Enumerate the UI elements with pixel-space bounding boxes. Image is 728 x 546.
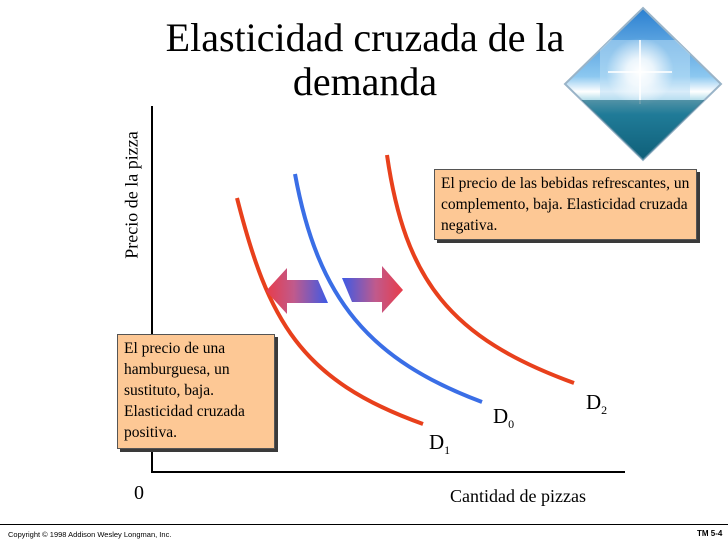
- decorative-diamond-image: [563, 6, 723, 162]
- label-d2-main: D: [586, 390, 602, 414]
- label-d1-main: D: [429, 430, 445, 454]
- label-d1: D1: [429, 430, 450, 458]
- footer-copyright: Copyright © 1998 Addison Wesley Longman,…: [8, 530, 172, 539]
- label-d0-sub: 0: [508, 417, 515, 432]
- y-axis-label: Precio de la pizza: [121, 131, 142, 259]
- shift-left-arrow: [266, 268, 328, 314]
- footer-divider: [0, 524, 728, 525]
- note-complement-text: El precio de las bebidas refrescantes, u…: [441, 175, 690, 234]
- note-substitute-text: El precio de una hamburguesa, un sustitu…: [124, 340, 245, 441]
- label-d0: D0: [493, 404, 514, 432]
- label-d1-sub: 1: [444, 443, 451, 458]
- slide-title: Elasticidad cruzada de la demanda: [165, 15, 565, 104]
- note-complement-box: El precio de las bebidas refrescantes, u…: [434, 169, 697, 240]
- label-d0-main: D: [493, 404, 509, 428]
- label-d2: D2: [586, 390, 607, 418]
- label-d2-sub: 2: [601, 403, 608, 418]
- note-substitute-box: El precio de una hamburguesa, un sustitu…: [117, 334, 275, 449]
- shift-right-arrow: [342, 266, 403, 313]
- demand-curve-d0: [293, 173, 483, 404]
- demand-curve-d2: [385, 154, 575, 385]
- footer-slide-code: TM 5-4: [697, 529, 723, 538]
- origin-label: 0: [134, 482, 144, 504]
- demand-curve-d1: [235, 197, 424, 426]
- x-axis-label: Cantidad de pizzas: [450, 486, 586, 506]
